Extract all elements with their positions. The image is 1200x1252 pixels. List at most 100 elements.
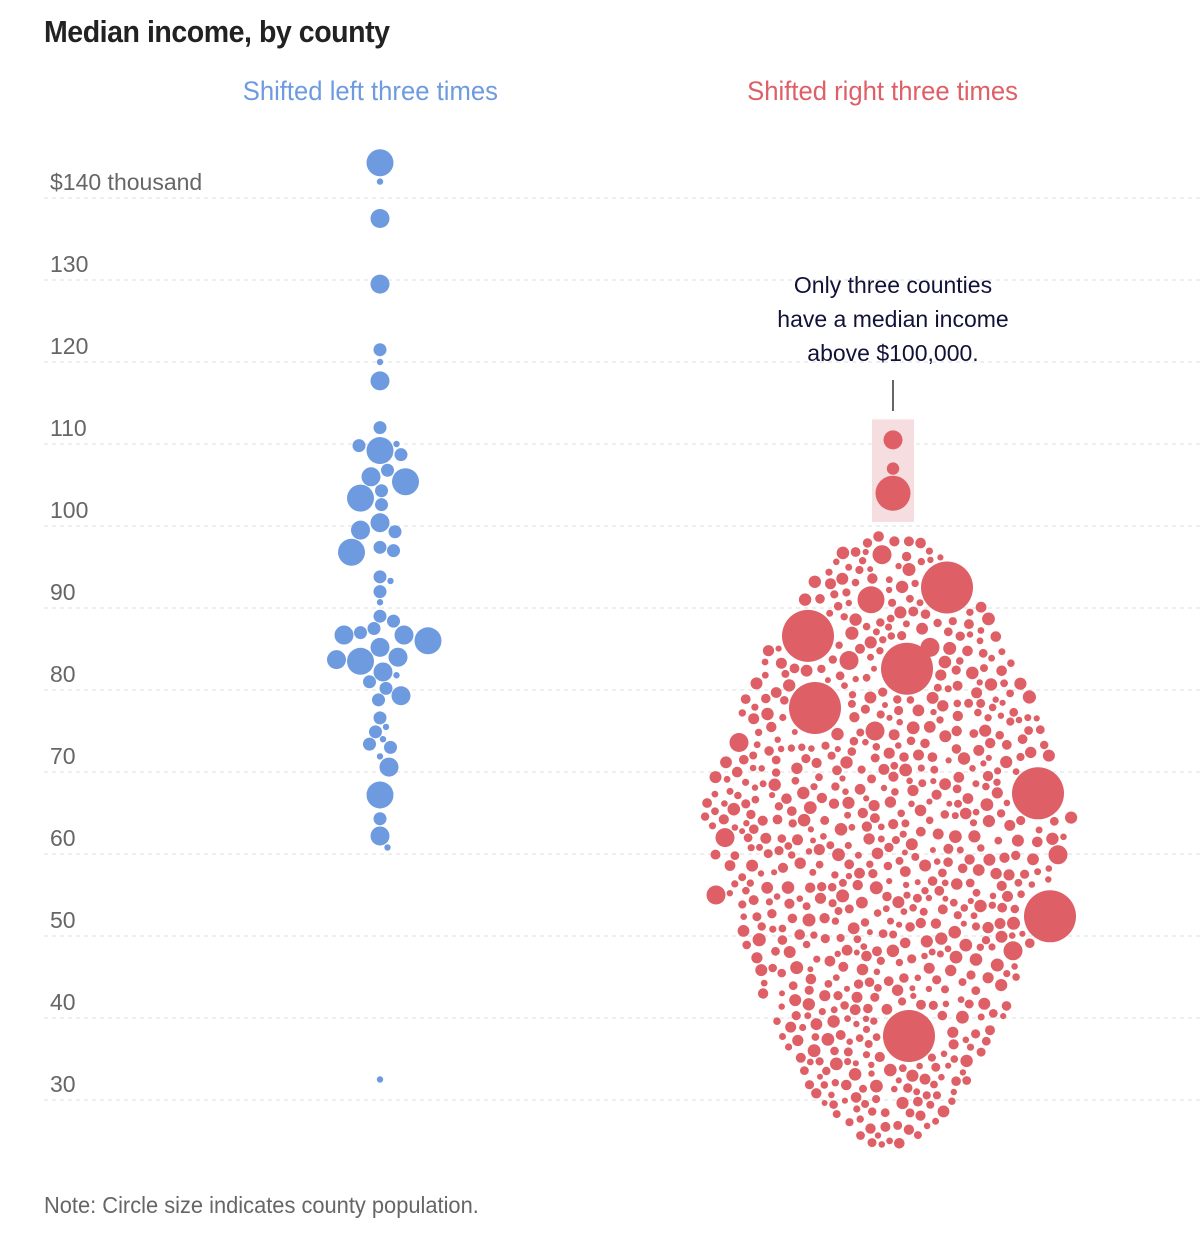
county-circle	[927, 876, 938, 886]
y-tick-label: 80	[50, 661, 76, 687]
county-circle	[951, 878, 963, 890]
county-circle	[919, 859, 932, 872]
county-circle	[1000, 679, 1008, 688]
county-circle	[925, 816, 934, 825]
county-circle	[859, 1084, 867, 1093]
county-circle	[830, 590, 839, 599]
county-circle	[711, 807, 719, 816]
county-circle	[818, 1008, 826, 1016]
county-circle	[905, 1108, 915, 1118]
county-circle	[834, 746, 841, 753]
county-circle	[392, 468, 419, 496]
county-circle	[943, 857, 953, 867]
county-circle	[894, 1138, 905, 1149]
county-circle	[997, 712, 1005, 719]
county-circle	[916, 1062, 923, 1070]
county-circle	[850, 1092, 862, 1103]
county-circle	[956, 846, 964, 854]
county-circle	[962, 1076, 972, 1085]
county-circle	[1012, 973, 1020, 981]
county-circle	[802, 998, 815, 1011]
county-circle	[999, 852, 1010, 863]
county-circle	[954, 799, 962, 808]
county-circle	[832, 974, 840, 981]
county-circle	[753, 741, 761, 749]
county-circle	[895, 1077, 902, 1084]
county-circle	[914, 879, 921, 886]
county-circle	[810, 1018, 823, 1031]
county-circle	[1001, 739, 1012, 750]
county-circle	[988, 901, 996, 909]
county-circle	[943, 641, 957, 655]
county-circle	[833, 558, 840, 566]
county-circle	[809, 868, 817, 876]
county-circle	[966, 608, 974, 616]
county-circle	[860, 704, 871, 714]
county-circle	[361, 467, 381, 487]
county-circle	[700, 812, 710, 821]
county-circle	[376, 753, 384, 760]
county-circle	[724, 860, 736, 871]
county-circle	[884, 842, 894, 853]
county-circle	[783, 946, 796, 958]
county-circle	[937, 1010, 948, 1021]
county-circle	[828, 798, 840, 809]
county-circle	[932, 1091, 942, 1100]
county-circle	[1010, 904, 1020, 914]
county-circle	[960, 920, 967, 927]
county-circle	[813, 844, 825, 856]
county-circle	[907, 954, 917, 964]
county-circle	[890, 761, 899, 770]
county-circle	[873, 909, 882, 917]
county-circle	[931, 1062, 941, 1072]
county-circle	[800, 664, 813, 677]
county-circle	[802, 902, 811, 911]
county-circle	[899, 830, 907, 838]
county-circle	[816, 792, 828, 804]
county-circle	[865, 721, 885, 741]
county-circle	[861, 950, 872, 962]
county-circle	[906, 696, 915, 704]
county-circle	[756, 843, 763, 851]
county-circle	[863, 1003, 873, 1014]
county-circle	[752, 912, 762, 922]
county-circle	[905, 838, 918, 851]
county-circle	[327, 650, 346, 670]
county-circle	[862, 622, 871, 631]
county-circle	[966, 1043, 975, 1051]
county-circle	[771, 946, 780, 956]
county-circle	[971, 1029, 981, 1039]
county-circle	[1017, 734, 1028, 745]
county-circle	[926, 691, 939, 704]
county-circle	[869, 881, 883, 895]
county-circle	[787, 744, 796, 752]
county-circle	[739, 828, 746, 835]
county-circle	[949, 830, 962, 843]
county-circle	[711, 790, 719, 798]
county-circle	[926, 1100, 935, 1109]
y-tick-label: 100	[50, 497, 88, 523]
county-circle	[982, 815, 996, 828]
county-circle	[868, 1061, 875, 1069]
county-circle	[811, 1033, 820, 1041]
county-circle	[845, 626, 859, 640]
county-circle	[969, 729, 979, 738]
county-circle	[914, 974, 922, 982]
county-circle	[831, 782, 840, 791]
county-circle	[832, 848, 845, 862]
county-circle	[855, 643, 865, 654]
county-circle	[964, 999, 974, 1009]
county-circle	[927, 556, 934, 564]
county-circle	[940, 810, 950, 819]
county-circle	[769, 925, 777, 933]
county-circle	[937, 554, 944, 561]
county-circle	[892, 896, 905, 909]
county-circle	[832, 1110, 841, 1119]
county-circle	[807, 826, 815, 833]
county-circle	[899, 866, 911, 877]
county-circle	[849, 736, 859, 746]
county-circle	[839, 651, 859, 670]
county-circle	[834, 907, 843, 915]
county-circle	[923, 962, 935, 974]
county-circle	[886, 878, 893, 885]
